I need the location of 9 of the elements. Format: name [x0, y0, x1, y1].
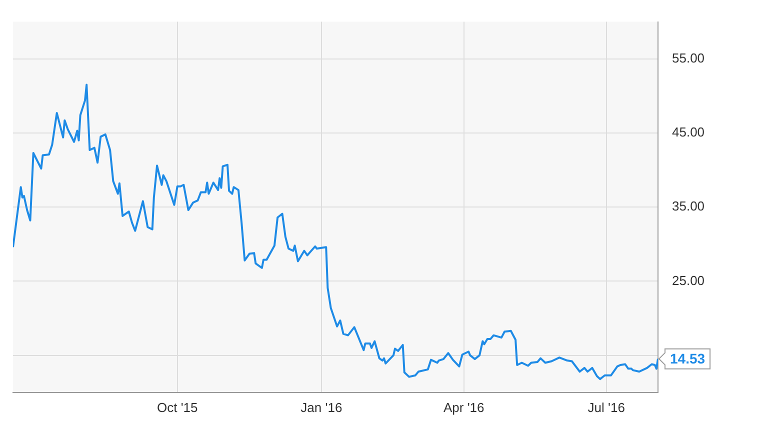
- x-tick-label: Apr '16: [443, 400, 484, 415]
- x-tick-label: Jan '16: [300, 400, 342, 415]
- x-tick-label: Jul '16: [588, 400, 625, 415]
- data-label: 14.53: [670, 350, 706, 367]
- y-tick-label: 25.00: [672, 272, 705, 288]
- y-tick-label: 55.00: [672, 50, 705, 66]
- y-tick-label: 45.00: [672, 124, 705, 140]
- y-tick-label: 35.00: [672, 198, 705, 214]
- x-tick-label: Oct '15: [156, 400, 198, 415]
